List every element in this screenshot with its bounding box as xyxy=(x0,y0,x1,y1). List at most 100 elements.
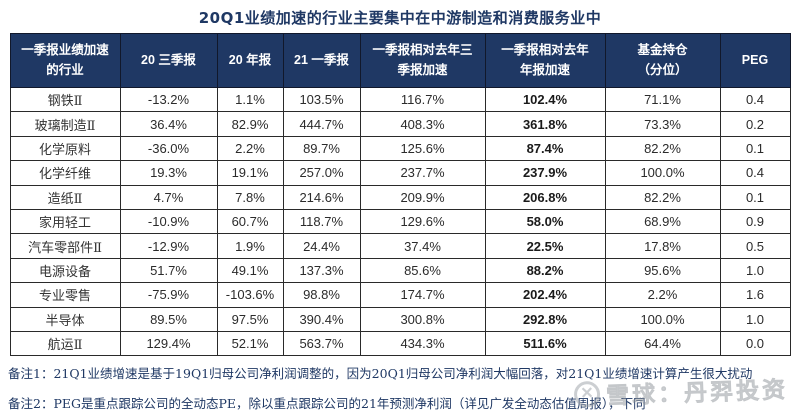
value-cell-q3-2020: -12.9% xyxy=(119,233,218,259)
value-cell-accel-vs-q3: 125.6% xyxy=(359,135,486,162)
value-cell-accel-vs-q3: 116.7% xyxy=(359,86,486,113)
value-cell-fund-position: 2.2% xyxy=(604,282,721,308)
value-cell-peg: 0.4 xyxy=(719,86,791,113)
industry-name-cell: 汽车零部件Ⅱ xyxy=(9,233,121,259)
value-cell-accel-vs-fy: 511.6% xyxy=(484,330,606,357)
table-row: 半导体 89.5% 97.5% 390.4% 300.8% 292.8% 100.0% 1.0 xyxy=(9,306,791,332)
value-cell-fy-2020: 52.1% xyxy=(216,330,284,357)
value-cell-accel-vs-q3: 85.6% xyxy=(359,257,486,284)
table-row: 家用轻工 -10.9% 60.7% 118.7% 129.6% 58.0% 68.9% 0.9 xyxy=(9,208,791,235)
value-cell-fy-2020: 49.1% xyxy=(216,257,284,284)
value-cell-accel-vs-q3: 129.6% xyxy=(359,208,486,235)
column-header-industry: 一季报业绩加速 的行业 xyxy=(9,33,121,88)
industry-name-cell: 造纸Ⅱ xyxy=(9,184,121,210)
value-cell-q1-2021: 103.5% xyxy=(282,86,361,113)
value-cell-fund-position: 71.1% xyxy=(604,86,721,113)
value-cell-q1-2021: 24.4% xyxy=(282,233,361,259)
value-cell-accel-vs-q3: 300.8% xyxy=(359,306,486,332)
value-cell-accel-vs-fy: 87.4% xyxy=(484,135,606,162)
industry-name-cell: 半导体 xyxy=(9,306,121,332)
table-header: 一季报业绩加速 的行业 20 三季报 20 年报 21 一季报 一季报相对去年三 季报加速一… xyxy=(9,33,791,88)
value-cell-q1-2021: 118.7% xyxy=(282,208,361,235)
value-cell-accel-vs-fy: 292.8% xyxy=(484,306,606,332)
industry-name-cell: 化学原料 xyxy=(9,135,121,162)
value-cell-fund-position: 73.3% xyxy=(604,111,721,137)
value-cell-q3-2020: 51.7% xyxy=(119,257,218,284)
table-row: 航运Ⅱ 129.4% 52.1% 563.7% 434.3% 511.6% 64.4% 0.0 xyxy=(9,330,791,357)
value-cell-fund-position: 82.2% xyxy=(604,184,721,210)
value-cell-peg: 0.9 xyxy=(719,208,791,235)
table-row: 汽车零部件Ⅱ -12.9% 1.9% 24.4% 37.4% 22.5% 17.8% 0.5 xyxy=(9,233,791,259)
value-cell-fy-2020: -103.6% xyxy=(216,282,284,308)
value-cell-peg: 0.4 xyxy=(719,160,791,186)
value-cell-peg: 0.5 xyxy=(719,233,791,259)
industry-name-cell: 化学纤维 xyxy=(9,160,121,186)
value-cell-peg: 1.0 xyxy=(719,306,791,332)
table-row: 化学原料 -36.0% 2.2% 89.7% 125.6% 87.4% 82.2% 0.1 xyxy=(9,135,791,162)
value-cell-accel-vs-fy: 237.9% xyxy=(484,160,606,186)
value-cell-q1-2021: 137.3% xyxy=(282,257,361,284)
industry-name-cell: 航运Ⅱ xyxy=(9,330,121,357)
value-cell-accel-vs-fy: 361.8% xyxy=(484,111,606,137)
footnotes: 备注1：21Q1业绩增速是基于19Q1归母公司净利润调整的，因为20Q1归母公司… xyxy=(8,363,800,412)
value-cell-peg: 0.0 xyxy=(719,330,791,357)
table-row: 电源设备 51.7% 49.1% 137.3% 85.6% 88.2% 95.6% 1.0 xyxy=(9,257,791,284)
column-header-q3-2020: 20 三季报 xyxy=(119,33,218,88)
value-cell-q3-2020: 89.5% xyxy=(119,306,218,332)
value-cell-accel-vs-q3: 37.4% xyxy=(359,233,486,259)
value-cell-peg: 0.2 xyxy=(719,111,791,137)
value-cell-accel-vs-fy: 88.2% xyxy=(484,257,606,284)
industry-acceleration-table: 一季报业绩加速 的行业 20 三季报 20 年报 21 一季报 一季报相对去年三 季报加速一… xyxy=(9,33,791,357)
value-cell-fund-position: 82.2% xyxy=(604,135,721,162)
value-cell-accel-vs-fy: 102.4% xyxy=(484,86,606,113)
value-cell-fund-position: 17.8% xyxy=(604,233,721,259)
column-header-q1-2021: 21 一季报 xyxy=(282,33,361,88)
value-cell-fy-2020: 19.1% xyxy=(216,160,284,186)
column-header-accel-vs-fy: 一季报相对去年 年报加速 xyxy=(484,33,606,88)
table-header-row: 一季报业绩加速 的行业 20 三季报 20 年报 21 一季报 一季报相对去年三 季报加速一… xyxy=(9,33,791,88)
value-cell-accel-vs-q3: 209.9% xyxy=(359,184,486,210)
value-cell-q3-2020: -13.2% xyxy=(119,86,218,113)
value-cell-q1-2021: 444.7% xyxy=(282,111,361,137)
value-cell-fy-2020: 2.2% xyxy=(216,135,284,162)
value-cell-fy-2020: 60.7% xyxy=(216,208,284,235)
industry-name-cell: 玻璃制造Ⅱ xyxy=(9,111,121,137)
column-header-accel-vs-q3: 一季报相对去年三 季报加速 xyxy=(359,33,486,88)
value-cell-q3-2020: -10.9% xyxy=(119,208,218,235)
value-cell-q1-2021: 390.4% xyxy=(282,306,361,332)
value-cell-accel-vs-fy: 22.5% xyxy=(484,233,606,259)
value-cell-fund-position: 95.6% xyxy=(604,257,721,284)
page-title: 20Q1业绩加速的行业主要集中在中游制造和消费服务业中 xyxy=(198,9,602,27)
value-cell-accel-vs-fy: 58.0% xyxy=(484,208,606,235)
value-cell-fy-2020: 1.1% xyxy=(216,86,284,113)
value-cell-peg: 0.1 xyxy=(719,135,791,162)
value-cell-accel-vs-fy: 206.8% xyxy=(484,184,606,210)
value-cell-q1-2021: 563.7% xyxy=(282,330,361,357)
value-cell-q3-2020: 19.3% xyxy=(119,160,218,186)
table-body: 钢铁Ⅱ -13.2% 1.1% 103.5% 116.7% 102.4% 71.1% 0.4 玻… xyxy=(9,86,791,357)
value-cell-peg: 1.6 xyxy=(719,282,791,308)
value-cell-q3-2020: 129.4% xyxy=(119,330,218,357)
value-cell-fund-position: 64.4% xyxy=(604,330,721,357)
table-row: 玻璃制造Ⅱ 36.4% 82.9% 444.7% 408.3% 361.8% 73.3% 0.… xyxy=(9,111,791,137)
table-row: 专业零售 -75.9% -103.6% 98.8% 174.7% 202.4% 2.2% 1.… xyxy=(9,282,791,308)
value-cell-q1-2021: 89.7% xyxy=(282,135,361,162)
value-cell-q3-2020: -36.0% xyxy=(119,135,218,162)
value-cell-q1-2021: 257.0% xyxy=(282,160,361,186)
value-cell-accel-vs-q3: 408.3% xyxy=(359,111,486,137)
value-cell-accel-vs-q3: 237.7% xyxy=(359,160,486,186)
value-cell-q3-2020: -75.9% xyxy=(119,282,218,308)
value-cell-q1-2021: 214.6% xyxy=(282,184,361,210)
industry-name-cell: 家用轻工 xyxy=(9,208,121,235)
value-cell-fund-position: 100.0% xyxy=(604,306,721,332)
value-cell-peg: 0.1 xyxy=(719,184,791,210)
value-cell-q3-2020: 36.4% xyxy=(119,111,218,137)
value-cell-accel-vs-q3: 434.3% xyxy=(359,330,486,357)
value-cell-peg: 1.0 xyxy=(719,257,791,284)
table-row: 化学纤维 19.3% 19.1% 257.0% 237.7% 237.9% 100.0% 0.… xyxy=(9,160,791,186)
value-cell-accel-vs-fy: 202.4% xyxy=(484,282,606,308)
value-cell-accel-vs-q3: 174.7% xyxy=(359,282,486,308)
table-row: 钢铁Ⅱ -13.2% 1.1% 103.5% 116.7% 102.4% 71.1% 0.4 xyxy=(9,86,791,113)
value-cell-fy-2020: 97.5% xyxy=(216,306,284,332)
